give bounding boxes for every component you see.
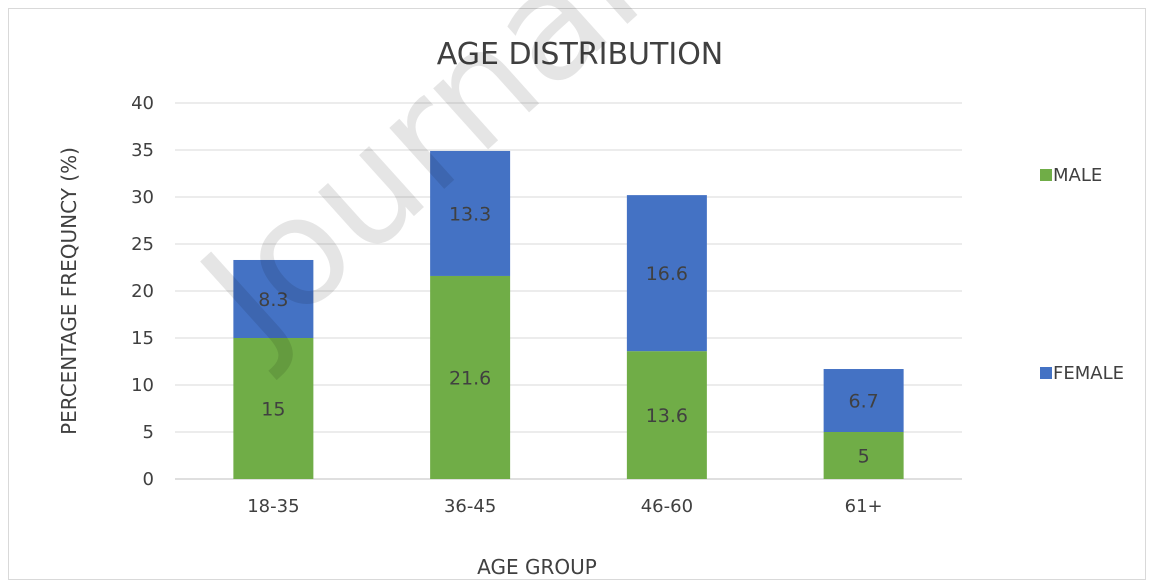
y-tick-label: 0 (143, 469, 154, 490)
data-label-male: 13.6 (646, 405, 688, 427)
bar-female-36-45 (430, 150, 511, 276)
data-label-male: 21.6 (449, 367, 491, 389)
legend-label-male: MALE (1053, 165, 1102, 186)
bar-male-61+ (823, 432, 904, 479)
y-tick-label: 40 (131, 93, 154, 114)
bar-female-46-60 (626, 195, 707, 352)
y-tick-label: 15 (131, 328, 154, 349)
data-label-female: 16.6 (646, 263, 688, 285)
y-tick-label: 30 (131, 187, 154, 208)
data-label-female: 8.3 (258, 289, 288, 311)
data-label-male: 15 (261, 399, 285, 421)
y-tick-label: 20 (131, 281, 154, 302)
y-tick-label: 5 (143, 422, 154, 443)
data-label-male: 5 (858, 446, 870, 468)
x-tick-label: 61+ (845, 496, 883, 517)
legend-label-female: FEMALE (1053, 363, 1124, 384)
data-label-female: 6.7 (849, 391, 879, 413)
y-axis-title: PERCENTAGE FREQUNCY (%) (57, 147, 81, 435)
bar-male-46-60 (626, 351, 707, 479)
chart-title: AGE DISTRIBUTION (437, 37, 724, 72)
y-tick-label: 10 (131, 375, 154, 396)
bar-female-61+ (823, 369, 904, 432)
x-axis-title: AGE GROUP (477, 555, 597, 579)
y-tick-label: 25 (131, 234, 154, 255)
x-tick-label: 18-35 (247, 496, 299, 517)
bar-male-18-35 (233, 338, 314, 479)
x-tick-label: 36-45 (444, 496, 496, 517)
legend: MALE FEMALE (1040, 165, 1124, 384)
x-tick-label: 46-60 (641, 496, 693, 517)
data-labels: 15 8.3 21.6 13.3 13.6 16.6 5 6.7 (258, 203, 878, 467)
bars (233, 150, 904, 479)
data-label-female: 13.3 (449, 203, 491, 225)
bar-female-18-35 (233, 259, 314, 338)
legend-swatch-male (1040, 169, 1052, 181)
axes: 0 5 10 15 20 25 30 35 40 18-35 36-45 46-60 61+ (131, 93, 883, 517)
legend-swatch-female (1040, 367, 1052, 379)
y-tick-label: 35 (131, 140, 154, 161)
bar-male-36-45 (430, 275, 511, 479)
